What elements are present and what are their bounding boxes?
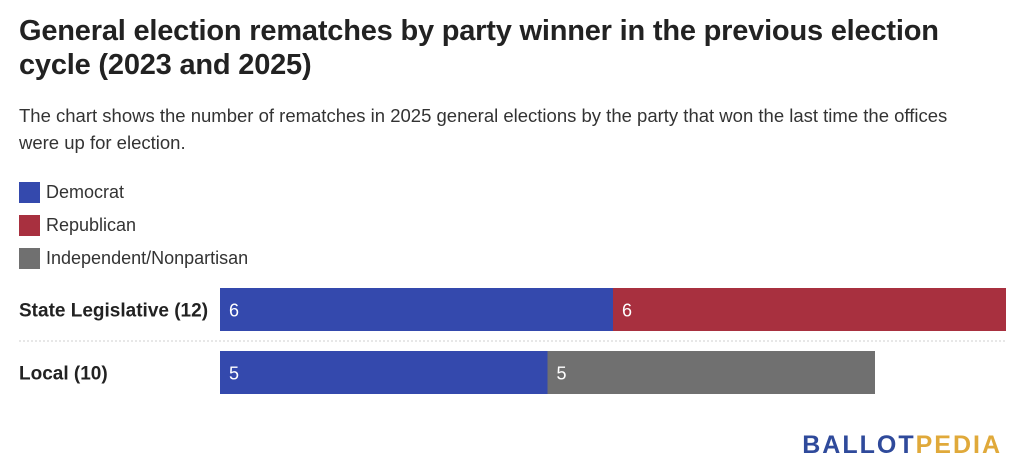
data-label-state-legislative-12-democrat: 6 [229,301,239,321]
legend-label-democrat: Democrat [46,182,125,202]
legend-item-republican: Republican [19,209,248,242]
category-label-local-10: Local (10) [19,364,108,385]
bar-state-legislative-12-democrat [220,288,613,331]
data-label-local-10-independent-nonpartisan: 5 [557,364,567,384]
chart-subtitle: The chart shows the number of rematches … [19,105,948,153]
legend-label-independent: Independent/Nonpartisan [46,248,249,268]
legend-item-democrat: Democrat [19,176,248,209]
bar-state-legislative-12-republican [613,288,1006,331]
data-label-local-10-democrat: 5 [229,364,239,384]
chart-title: General election rematches by party winn… [19,15,939,81]
legend-swatch-independent [19,248,40,269]
logo-part-ballot: BALLOT [802,431,916,459]
legend-swatch-democrat [19,182,40,203]
logo-part-pedia: PEDIA [915,431,1002,459]
legend-item-independent: Independent/Nonpartisan [19,242,248,275]
data-label-state-legislative-12-republican: 6 [622,301,632,321]
category-label-state-legislative-12: State Legislative (12) [19,301,208,322]
bar-local-10-democrat [220,351,548,394]
bar-local-10-independent-nonpartisan [547,351,875,394]
legend-label-republican: Republican [46,215,137,235]
ballotpedia-logo: BALLOTPEDIA [802,431,1002,460]
legend: Democrat Republican Independent/Nonparti… [19,176,248,275]
legend-swatch-republican [19,215,40,236]
